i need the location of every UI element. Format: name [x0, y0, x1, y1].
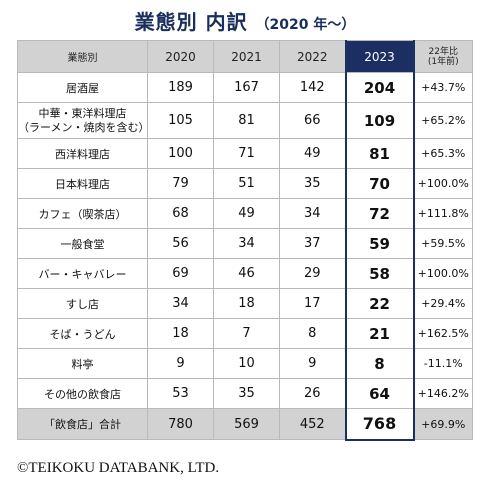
value-change: +100.0% [413, 168, 473, 199]
value-2022: 26 [279, 378, 346, 409]
header-change-label: 22年比 (1年前) [427, 46, 459, 67]
value-2020: 69 [147, 258, 214, 289]
value-2022: 8 [279, 318, 346, 349]
value-2023: 70 [344, 168, 415, 199]
table-row: 一般食堂 56 34 37 59 +59.5% [17, 228, 473, 259]
table-row: 日本料理店 79 51 35 70 +100.0% [17, 168, 473, 199]
value-2020: 68 [147, 198, 214, 229]
total-row: 「飲食店」合計 780 569 452 768 +69.9% [17, 408, 473, 441]
header-2022: 2022 [279, 40, 346, 73]
row-category: 居酒屋 [17, 72, 148, 103]
table-row: 西洋料理店 100 71 49 81 +65.3% [17, 138, 473, 169]
chart-title: 業態別 内訳 （2020 年～） [0, 6, 490, 35]
value-change: -11.1% [413, 348, 473, 379]
table-row: そば・うどん 18 7 8 21 +162.5% [17, 318, 473, 349]
row-category: 料亭 [17, 348, 148, 379]
value-2021: 34 [213, 228, 280, 259]
table-row: すし店 34 18 17 22 +29.4% [17, 288, 473, 319]
header-category: 業態別 [17, 40, 148, 73]
value-2020: 100 [147, 138, 214, 169]
value-2023: 58 [344, 258, 415, 289]
row-category: 「飲食店」合計 [17, 408, 148, 440]
value-change: +100.0% [413, 258, 473, 289]
data-table: 業態別 2020 2021 2022 2023 22年比 (1年前) 居酒屋 189… [17, 40, 473, 441]
value-2021: 71 [213, 138, 280, 169]
value-2023: 64 [344, 378, 415, 409]
copyright: ©TEIKOKU DATABANK, LTD. [17, 460, 220, 476]
value-2021: 81 [213, 102, 280, 139]
value-2022: 452 [279, 408, 346, 440]
value-2021: 569 [213, 408, 280, 440]
value-2023: 59 [344, 228, 415, 259]
value-2022: 37 [279, 228, 346, 259]
table-body: 居酒屋 189 167 142 204 +43.7% 中華・東洋料理店 （ラーメン・焼肉を含む… [17, 72, 473, 441]
value-2021: 46 [213, 258, 280, 289]
value-2022: 9 [279, 348, 346, 379]
row-category: 日本料理店 [17, 168, 148, 199]
table-row: 居酒屋 189 167 142 204 +43.7% [17, 72, 473, 103]
value-change: +162.5% [413, 318, 473, 349]
value-2021: 7 [213, 318, 280, 349]
value-2021: 18 [213, 288, 280, 319]
value-2022: 49 [279, 138, 346, 169]
row-category: 一般食堂 [17, 228, 148, 259]
value-change: +146.2% [413, 378, 473, 409]
value-2022: 17 [279, 288, 346, 319]
value-2023: 81 [344, 138, 415, 169]
value-change: +65.2% [413, 102, 473, 139]
value-2020: 53 [147, 378, 214, 409]
table-row: 料亭 9 10 9 8 -11.1% [17, 348, 473, 379]
value-change: +29.4% [413, 288, 473, 319]
row-category: すし店 [17, 288, 148, 319]
value-2021: 51 [213, 168, 280, 199]
row-category: その他の飲食店 [17, 378, 148, 409]
value-2023: 204 [344, 72, 415, 103]
row-category: 中華・東洋料理店 （ラーメン・焼肉を含む） [17, 102, 150, 139]
value-2021: 35 [213, 378, 280, 409]
table-row: 中華・東洋料理店 （ラーメン・焼肉を含む） 105 81 66 109 +65.2% [17, 102, 473, 139]
title-main: 業態別 内訳 [134, 10, 248, 34]
value-change: +111.8% [413, 198, 473, 229]
value-change: +59.5% [413, 228, 473, 259]
value-change: +65.3% [413, 138, 473, 169]
row-category: カフェ（喫茶店） [17, 198, 148, 229]
header-2023: 2023 [344, 40, 415, 73]
value-2021: 49 [213, 198, 280, 229]
value-2020: 9 [147, 348, 214, 379]
header-2020: 2020 [147, 40, 214, 73]
value-2023: 768 [344, 408, 415, 441]
value-2022: 35 [279, 168, 346, 199]
value-2022: 29 [279, 258, 346, 289]
value-change: +69.9% [413, 408, 473, 440]
row-category: 西洋料理店 [17, 138, 148, 169]
header-change: 22年比 (1年前) [413, 40, 473, 73]
header-row: 業態別 2020 2021 2022 2023 22年比 (1年前) [17, 40, 473, 73]
value-2020: 105 [147, 102, 214, 139]
header-2021: 2021 [213, 40, 280, 73]
value-2023: 21 [344, 318, 415, 349]
value-change: +43.7% [413, 72, 473, 103]
table-row: その他の飲食店 53 35 26 64 +146.2% [17, 378, 473, 409]
title-subtitle: （2020 年～） [255, 17, 356, 33]
value-2022: 34 [279, 198, 346, 229]
value-2023: 109 [344, 102, 415, 139]
value-2021: 10 [213, 348, 280, 379]
value-2020: 56 [147, 228, 214, 259]
value-2021: 167 [213, 72, 280, 103]
value-2020: 34 [147, 288, 214, 319]
row-category: そば・うどん [17, 318, 148, 349]
value-2023: 22 [344, 288, 415, 319]
value-2020: 18 [147, 318, 214, 349]
table-row: バー・キャバレー 69 46 29 58 +100.0% [17, 258, 473, 289]
value-2020: 79 [147, 168, 214, 199]
value-2020: 780 [147, 408, 214, 440]
value-2022: 66 [279, 102, 346, 139]
row-category: バー・キャバレー [17, 258, 148, 289]
value-2022: 142 [279, 72, 346, 103]
value-2023: 72 [344, 198, 415, 229]
table-row: カフェ（喫茶店） 68 49 34 72 +111.8% [17, 198, 473, 229]
value-2020: 189 [147, 72, 214, 103]
value-2023: 8 [344, 348, 415, 379]
